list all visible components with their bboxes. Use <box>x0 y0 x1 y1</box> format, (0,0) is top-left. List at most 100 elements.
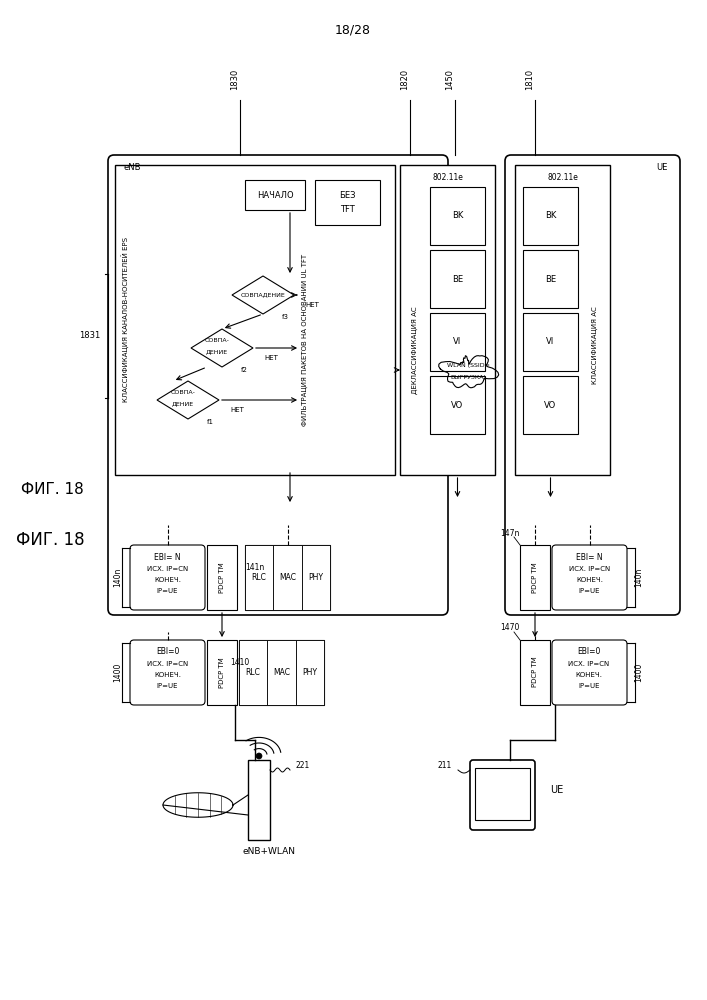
Circle shape <box>256 753 262 759</box>
Text: КОНЕЧ.: КОНЕЧ. <box>576 577 603 583</box>
Text: f3: f3 <box>281 314 288 320</box>
Text: КОНЕЧ.: КОНЕЧ. <box>575 672 602 678</box>
Bar <box>267 640 296 705</box>
Text: ДЕНИЕ: ДЕНИЕ <box>172 401 194 406</box>
Bar <box>430 187 485 245</box>
Bar <box>296 640 324 705</box>
Bar <box>430 376 485 434</box>
Text: 1410: 1410 <box>230 658 250 667</box>
Text: PHY: PHY <box>308 573 323 582</box>
Bar <box>475 768 530 820</box>
Text: VI: VI <box>453 338 462 347</box>
Text: TFT: TFT <box>340 206 355 215</box>
Text: PHY: PHY <box>303 668 317 677</box>
Text: VI: VI <box>547 338 554 347</box>
Bar <box>523 250 578 308</box>
Text: f2: f2 <box>240 367 247 373</box>
Text: 147n: 147n <box>501 528 520 538</box>
Text: RLC: RLC <box>252 573 267 582</box>
Text: 1400: 1400 <box>114 663 122 682</box>
Bar <box>520 545 550 610</box>
Text: WLAN (SSID=: WLAN (SSID= <box>447 362 489 367</box>
Text: 18/28: 18/28 <box>335 23 371 36</box>
Text: ВЫГРУЗКА): ВЫГРУЗКА) <box>450 374 486 379</box>
Text: VO: VO <box>451 400 464 410</box>
Text: КЛАССИФИКАЦИЯ АС: КЛАССИФИКАЦИЯ АС <box>592 306 598 384</box>
Text: 802.11e: 802.11e <box>547 173 578 182</box>
Text: 1400: 1400 <box>634 662 643 682</box>
Bar <box>239 640 267 705</box>
Text: BK: BK <box>452 212 463 221</box>
Text: ФИГ. 18: ФИГ. 18 <box>21 483 83 497</box>
FancyBboxPatch shape <box>108 155 448 615</box>
Text: ИСХ. IP=CN: ИСХ. IP=CN <box>147 661 188 667</box>
Text: 1830: 1830 <box>230 69 240 90</box>
Bar <box>400 165 495 475</box>
Text: НЕТ: НЕТ <box>230 407 244 413</box>
FancyBboxPatch shape <box>552 640 627 705</box>
Bar <box>245 180 305 210</box>
Text: КОНЕЧ.: КОНЕЧ. <box>154 577 181 583</box>
Text: BE: BE <box>452 274 463 284</box>
Bar <box>430 313 485 371</box>
Text: MAC: MAC <box>273 668 290 677</box>
Text: 1820: 1820 <box>400 69 409 90</box>
Text: 802.11e: 802.11e <box>432 173 463 182</box>
Bar <box>315 180 380 225</box>
Text: НЕТ: НЕТ <box>305 302 319 308</box>
Text: КОНЕЧ.: КОНЕЧ. <box>154 672 181 678</box>
Text: EBI=0: EBI=0 <box>156 648 179 656</box>
Bar <box>523 376 578 434</box>
Text: BK: BK <box>545 212 556 221</box>
Bar <box>245 545 274 610</box>
Bar <box>274 545 302 610</box>
Text: EBI=0: EBI=0 <box>578 648 601 656</box>
Bar <box>248 760 270 840</box>
Text: СОВПА-: СОВПА- <box>204 338 230 342</box>
Bar <box>302 545 330 610</box>
Text: EBI= N: EBI= N <box>154 552 181 562</box>
Bar <box>515 165 610 475</box>
Text: ДЕНИЕ: ДЕНИЕ <box>206 350 228 355</box>
Text: PDCP TM: PDCP TM <box>219 657 225 688</box>
Text: VO: VO <box>544 400 556 410</box>
Text: ДЕКЛАССИФИКАЦИЯ АС: ДЕКЛАССИФИКАЦИЯ АС <box>412 306 418 394</box>
Bar <box>245 545 330 610</box>
Text: ФИГ. 18: ФИГ. 18 <box>16 531 84 549</box>
Text: НАЧАЛО: НАЧАЛО <box>257 190 293 200</box>
Bar <box>239 640 324 705</box>
Text: PDCP TM: PDCP TM <box>219 562 225 593</box>
Text: ИСХ. IP=CN: ИСХ. IP=CN <box>568 661 609 667</box>
Text: UE: UE <box>550 785 563 795</box>
FancyBboxPatch shape <box>130 545 205 610</box>
Text: 1810: 1810 <box>525 69 534 90</box>
Text: ИСХ. IP=CN: ИСХ. IP=CN <box>569 566 610 572</box>
Bar <box>520 640 550 705</box>
Text: BE: BE <box>545 274 556 284</box>
Text: 1831: 1831 <box>78 331 100 340</box>
Bar <box>430 250 485 308</box>
Bar <box>207 545 237 610</box>
Text: IP=UE: IP=UE <box>157 683 178 689</box>
Text: 140n: 140n <box>634 568 643 587</box>
Text: СОВПАДЕНИЕ: СОВПАДЕНИЕ <box>240 292 286 298</box>
Bar <box>523 187 578 245</box>
Text: 211: 211 <box>438 760 452 770</box>
Text: СОВПА-: СОВПА- <box>170 389 195 394</box>
Text: 140n: 140n <box>114 568 122 587</box>
Text: EBI= N: EBI= N <box>576 552 603 562</box>
Text: PDCP TM: PDCP TM <box>532 562 538 593</box>
Text: RLC: RLC <box>246 668 261 677</box>
Text: PDCP TM: PDCP TM <box>532 657 538 687</box>
Text: f1: f1 <box>206 419 214 425</box>
Text: 141n: 141n <box>245 563 264 572</box>
Bar <box>115 165 395 475</box>
Text: 221: 221 <box>295 760 309 770</box>
Text: eNB: eNB <box>123 163 141 172</box>
Text: UE: UE <box>657 163 668 172</box>
Text: 1470: 1470 <box>501 624 520 633</box>
Text: IP=UE: IP=UE <box>579 588 600 594</box>
FancyBboxPatch shape <box>505 155 680 615</box>
Text: MAC: MAC <box>279 573 296 582</box>
Text: БЕЗ: БЕЗ <box>339 190 356 200</box>
